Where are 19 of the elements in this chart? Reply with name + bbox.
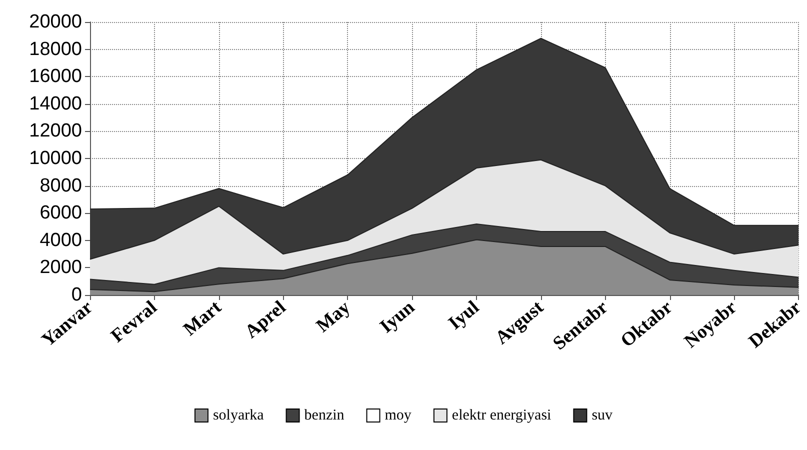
y-tick-label: 16000	[29, 66, 82, 88]
y-tick-label: 4000	[40, 230, 82, 251]
y-tick-label: 2000	[40, 257, 82, 278]
x-tick-label: May	[312, 296, 355, 337]
x-tick-label: Iyun	[376, 296, 420, 338]
x-tick-label: Iyul	[444, 296, 484, 334]
y-tick-label: 12000	[29, 120, 82, 142]
legend-label: elektr energiyasi	[452, 408, 552, 424]
y-tick-label: 20000	[29, 12, 82, 32]
y-tick-label: 14000	[29, 93, 82, 114]
y-tick-label: 0	[71, 284, 82, 306]
y-tick-label: 6000	[40, 202, 82, 224]
y-tick-label: 10000	[29, 148, 82, 169]
legend-label: moy	[384, 408, 412, 424]
legend-label: benzin	[304, 408, 345, 424]
y-tick-label: 18000	[29, 38, 82, 60]
legend-label: solyarka	[212, 408, 264, 424]
y-tick-label: 8000	[40, 175, 82, 196]
legend-label: suv	[592, 408, 614, 424]
